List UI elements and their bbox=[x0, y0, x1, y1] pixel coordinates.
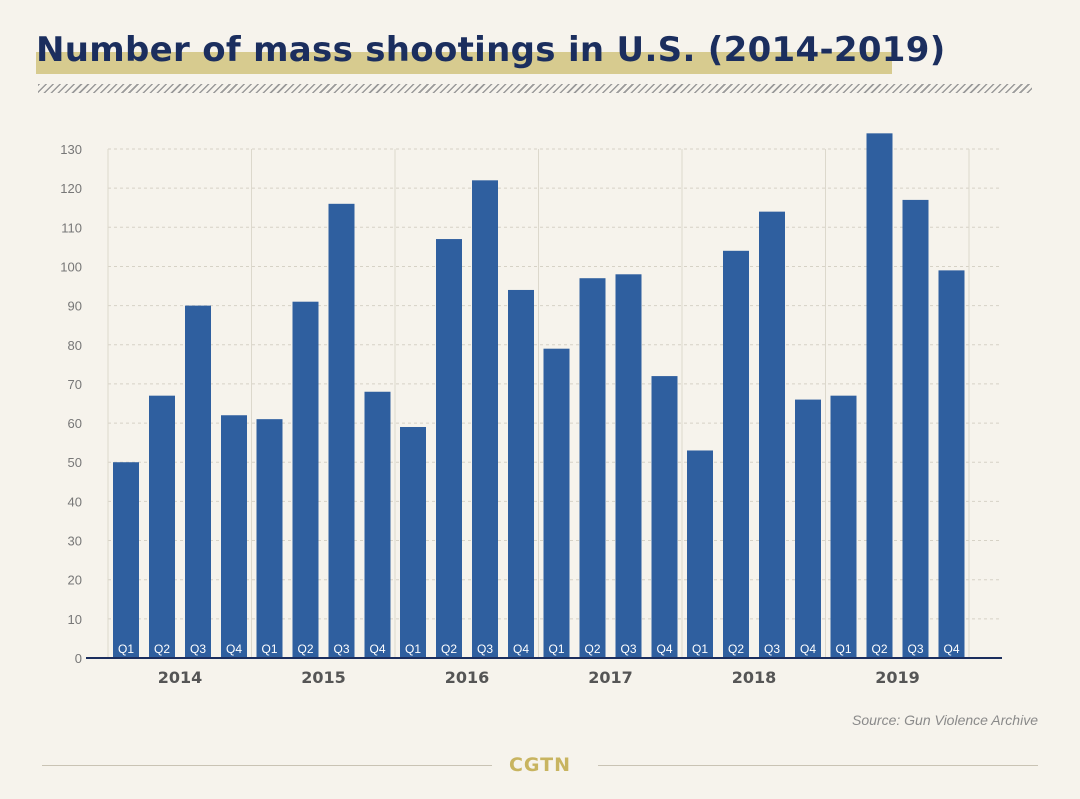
y-tick-label: 130 bbox=[60, 142, 82, 157]
quarter-label: Q2 bbox=[154, 642, 170, 656]
quarter-label: Q4 bbox=[800, 642, 816, 656]
bar bbox=[256, 419, 283, 658]
bar bbox=[579, 278, 606, 658]
y-tick-label: 90 bbox=[68, 299, 82, 314]
bar bbox=[723, 250, 749, 659]
bar bbox=[508, 289, 534, 658]
quarter-label: Q3 bbox=[477, 642, 493, 656]
bar bbox=[866, 133, 893, 659]
bar bbox=[149, 395, 175, 658]
quarter-label: Q4 bbox=[513, 642, 529, 656]
y-tick-label: 60 bbox=[68, 416, 82, 431]
bar bbox=[759, 211, 785, 658]
bar bbox=[687, 450, 713, 658]
bar bbox=[221, 415, 247, 658]
bar bbox=[113, 462, 139, 658]
bar bbox=[185, 305, 211, 658]
hatch-divider bbox=[38, 84, 1032, 93]
year-label: 2019 bbox=[875, 668, 920, 687]
footer-divider-left bbox=[42, 765, 492, 766]
quarter-label: Q3 bbox=[907, 642, 923, 656]
bar bbox=[795, 399, 821, 658]
y-tick-label: 30 bbox=[68, 534, 82, 549]
quarter-label: Q2 bbox=[297, 642, 313, 656]
y-tick-label: 40 bbox=[68, 494, 82, 509]
bar bbox=[328, 203, 355, 659]
bar bbox=[651, 376, 678, 658]
year-label: 2018 bbox=[732, 668, 777, 687]
quarter-label: Q3 bbox=[190, 642, 206, 656]
quarter-label: Q2 bbox=[728, 642, 744, 656]
y-tick-label: 80 bbox=[68, 338, 82, 353]
bar bbox=[364, 391, 391, 658]
bar bbox=[436, 239, 462, 659]
footer-divider-right bbox=[598, 765, 1038, 766]
year-label: 2016 bbox=[445, 668, 490, 687]
quarter-label: Q2 bbox=[871, 642, 887, 656]
quarter-label: Q1 bbox=[405, 642, 421, 656]
bar bbox=[615, 274, 642, 658]
bar bbox=[400, 426, 426, 658]
quarter-label: Q2 bbox=[441, 642, 457, 656]
quarter-label: Q1 bbox=[692, 642, 708, 656]
quarter-label: Q2 bbox=[584, 642, 600, 656]
quarter-label: Q3 bbox=[333, 642, 349, 656]
year-label: 2017 bbox=[588, 668, 633, 687]
y-tick-label: 100 bbox=[60, 259, 82, 274]
bar bbox=[938, 270, 965, 658]
bar bbox=[830, 395, 857, 658]
y-tick-label: 50 bbox=[68, 455, 82, 470]
bar bbox=[543, 348, 570, 658]
title-block: Number of mass shootings in U.S. (2014-2… bbox=[36, 30, 946, 74]
quarter-label: Q4 bbox=[369, 642, 385, 656]
quarter-label: Q3 bbox=[764, 642, 780, 656]
y-tick-label: 10 bbox=[68, 612, 82, 627]
bar bbox=[292, 301, 319, 658]
year-label: 2014 bbox=[158, 668, 203, 687]
y-tick-label: 20 bbox=[68, 573, 82, 588]
bar bbox=[472, 180, 498, 659]
bar bbox=[902, 199, 929, 658]
quarter-label: Q4 bbox=[226, 642, 242, 656]
quarter-label: Q1 bbox=[118, 642, 134, 656]
quarter-label: Q1 bbox=[261, 642, 277, 656]
chart-title: Number of mass shootings in U.S. (2014-2… bbox=[36, 30, 946, 70]
source-note: Source: Gun Violence Archive bbox=[852, 712, 1038, 728]
y-tick-label: 120 bbox=[60, 181, 82, 196]
quarter-label: Q3 bbox=[620, 642, 636, 656]
year-label: 2015 bbox=[301, 668, 346, 687]
y-tick-label: 110 bbox=[61, 220, 82, 235]
quarter-label: Q1 bbox=[835, 642, 851, 656]
y-tick-label: 70 bbox=[68, 377, 82, 392]
quarter-label: Q1 bbox=[548, 642, 564, 656]
title-highlight bbox=[36, 52, 892, 74]
quarter-label: Q4 bbox=[656, 642, 672, 656]
cgtn-logo: CGTN bbox=[508, 754, 572, 776]
y-tick-label: 0 bbox=[75, 651, 82, 666]
quarter-label: Q4 bbox=[943, 642, 959, 656]
